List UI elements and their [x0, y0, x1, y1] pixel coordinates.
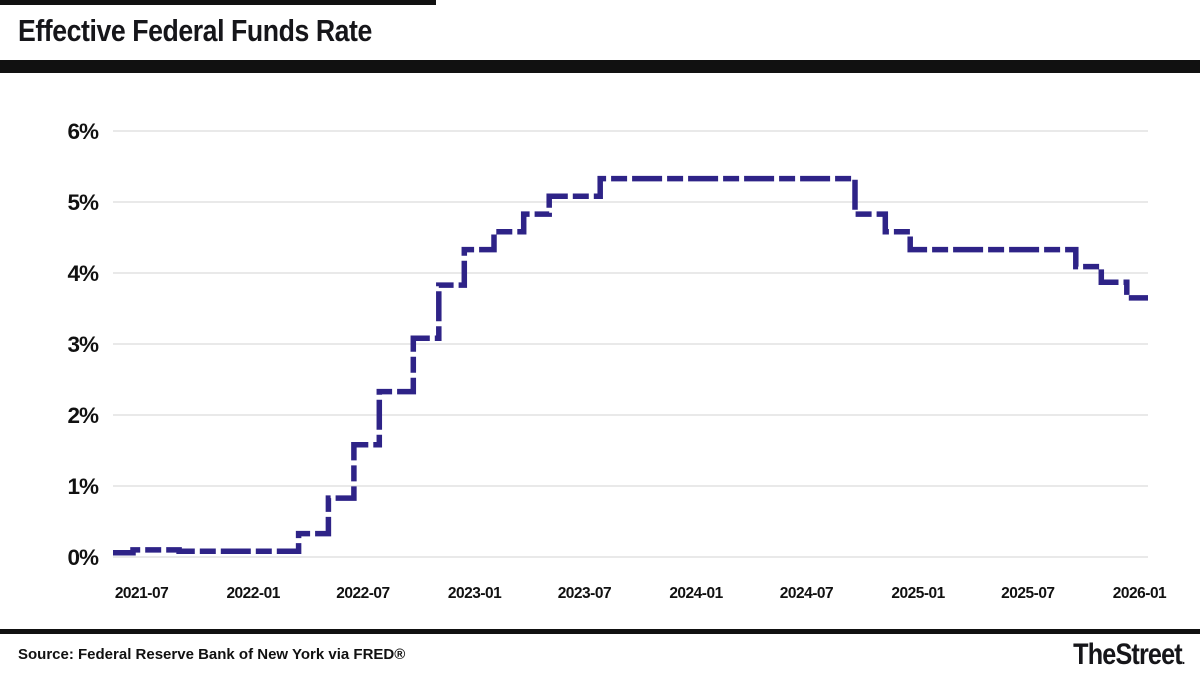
thestreet-wordmark: TheStreet. — [1072, 638, 1185, 672]
x-axis-tick-2023-07: 2023-07 — [558, 585, 611, 602]
x-axis-tick-2024-07: 2024-07 — [780, 585, 833, 602]
thestreet-wordmark-dot: . — [1181, 651, 1185, 667]
y-axis-tick-3%: 3% — [67, 332, 99, 357]
footer-divider — [0, 629, 1200, 634]
x-axis-tick-2026-01: 2026-01 — [1113, 585, 1167, 602]
x-axis-tick-2023-01: 2023-01 — [448, 585, 502, 602]
y-axis-tick-0%: 0% — [67, 545, 99, 570]
top-accent-bar — [0, 0, 436, 5]
effr-chart: 0% 1% 2% 3% 4% 5% 6% 2021-07 2022-01 2022-07 2023-… — [0, 73, 1200, 625]
title-divider — [0, 60, 1200, 73]
effr-line — [113, 175, 1148, 556]
thestreet-wordmark-text: TheStreet — [1072, 638, 1183, 671]
y-axis-tick-6%: 6% — [67, 119, 99, 144]
source-attribution: Source: Federal Reserve Bank of New York… — [18, 646, 406, 663]
x-axis-tick-2022-07: 2022-07 — [336, 585, 389, 602]
y-axis-tick-1%: 1% — [67, 474, 99, 499]
y-axis-tick-2%: 2% — [67, 403, 99, 428]
x-axis-tick-2022-01: 2022-01 — [226, 585, 280, 602]
page-title: Effective Federal Funds Rate — [18, 13, 372, 48]
x-axis-tick-2025-07: 2025-07 — [1001, 585, 1054, 602]
effr-chart-svg: 0% 1% 2% 3% 4% 5% 6% 2021-07 2022-01 2022-07 2023-… — [67, 119, 1167, 602]
x-axis-tick-2021-07: 2021-07 — [115, 585, 168, 602]
y-axis-tick-5%: 5% — [67, 190, 99, 215]
x-axis-tick-2024-01: 2024-01 — [669, 585, 723, 602]
y-axis-tick-4%: 4% — [67, 261, 99, 286]
x-axis-tick-2025-01: 2025-01 — [891, 585, 945, 602]
